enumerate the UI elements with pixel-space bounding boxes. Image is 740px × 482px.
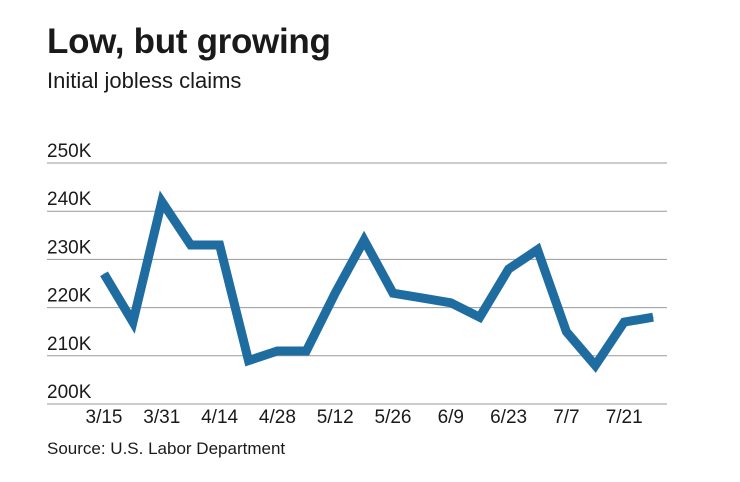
data-point — [132, 321, 134, 323]
y-tick-label: 220K — [47, 286, 92, 307]
x-tick-label: 3/31 — [143, 407, 180, 428]
data-point — [594, 364, 596, 366]
data-point — [219, 244, 221, 246]
chart-title: Low, but growing — [47, 22, 331, 61]
y-axis-ticks: 200K 210K 220K 230K 240K 250K — [47, 141, 92, 403]
y-tick-label: 240K — [47, 189, 92, 210]
y-tick-label: 250K — [47, 141, 92, 162]
x-tick-label: 7/21 — [606, 407, 643, 428]
x-tick-label: 5/26 — [375, 407, 412, 428]
x-tick-label: 4/28 — [259, 407, 296, 428]
data-point — [103, 273, 105, 275]
gridlines — [47, 162, 667, 405]
x-tick-label: 6/9 — [438, 407, 464, 428]
series-line — [100, 190, 654, 373]
data-point — [450, 302, 452, 304]
data-point — [537, 249, 538, 251]
x-tick-label: 6/23 — [490, 407, 527, 428]
chart-subtitle: Initial jobless claims — [47, 68, 242, 93]
series-layer — [100, 190, 654, 373]
y-tick-label: 200K — [47, 382, 92, 403]
data-point — [248, 360, 249, 362]
x-tick-label: 5/12 — [317, 407, 354, 428]
data-point — [508, 268, 510, 270]
data-point — [305, 350, 307, 352]
y-tick-label: 230K — [47, 237, 92, 258]
data-point — [190, 244, 192, 246]
x-tick-label: 3/15 — [86, 407, 123, 428]
data-point — [392, 292, 394, 294]
source-note: Source: U.S. Labor Department — [47, 439, 286, 458]
x-tick-label: 7/7 — [553, 407, 579, 428]
data-point — [363, 239, 365, 241]
x-axis-ticks: 3/15 3/31 4/14 4/28 5/12 5/26 6/9 6/23 7/7 7/21 — [86, 407, 643, 428]
data-point — [479, 316, 481, 318]
data-point — [652, 316, 654, 318]
data-point — [565, 331, 567, 333]
data-point — [276, 350, 278, 352]
data-point — [334, 292, 336, 294]
data-point — [161, 201, 163, 203]
data-point — [623, 321, 625, 323]
data-point — [421, 297, 423, 299]
x-tick-label: 4/14 — [201, 407, 238, 428]
y-tick-label: 210K — [47, 334, 92, 355]
